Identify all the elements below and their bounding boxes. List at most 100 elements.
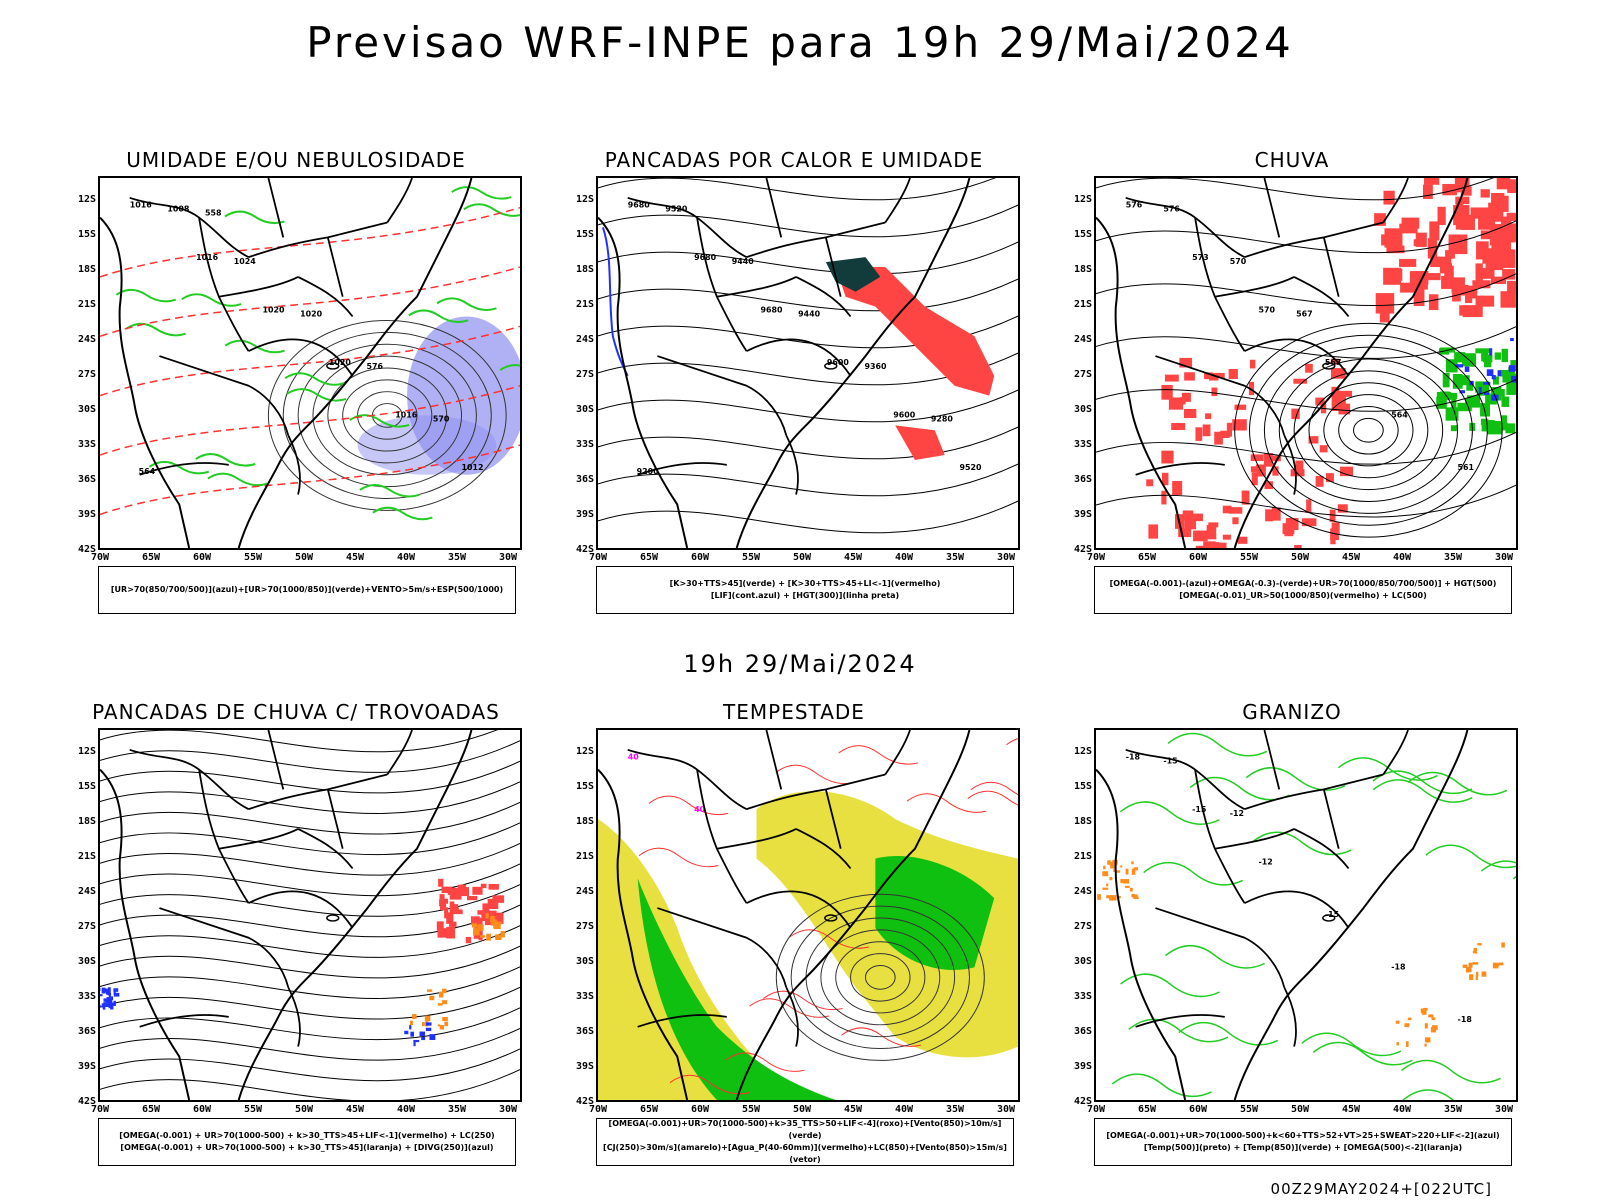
lat-tick-label: 42S (1073, 544, 1092, 555)
shaded-cell (1490, 276, 1507, 284)
shaded-cell (1445, 407, 1459, 421)
shaded-cell (1491, 374, 1496, 380)
lat-tick-label: 12S (77, 194, 96, 205)
contour-label: 9600 (893, 410, 916, 419)
streamline (100, 730, 499, 753)
border-line (218, 276, 299, 298)
shaded-cell (444, 907, 449, 919)
lat-tick-label: 24S (575, 334, 594, 345)
streamline (820, 929, 941, 1026)
shaded-cell (1489, 227, 1501, 246)
shaded-cell (1191, 513, 1203, 522)
border-line (1293, 828, 1350, 870)
shaded-cell (1379, 306, 1390, 323)
shaded-cell (1250, 454, 1264, 462)
shaded-cell (1193, 530, 1208, 542)
shaded-cell (409, 1025, 412, 1030)
temp850-contour (1189, 776, 1290, 801)
lon-tick-label: 65W (639, 1104, 659, 1115)
shaded-cell (461, 884, 467, 891)
shaded-cell (1251, 472, 1258, 486)
coastline (598, 730, 971, 1100)
shaded-cell (1178, 528, 1192, 538)
panel-title: PANCADAS DE CHUVA C/ TROVOADAS (92, 700, 500, 724)
shaded-cell (1498, 962, 1504, 966)
coastline (598, 178, 971, 548)
border-line (657, 907, 788, 988)
legend-line: [OMEGA(-0.001)-(azul)+OMEGA(-0.3)-(verde… (1109, 579, 1497, 588)
lat-tick-label: 27S (77, 369, 96, 380)
shaded-cell (1437, 206, 1446, 225)
shaded-cell (1455, 216, 1470, 230)
streamline (598, 463, 1018, 497)
shaded-cell (100, 994, 103, 997)
contour-label: 1020 (262, 306, 285, 315)
shaded-cell (1510, 223, 1516, 242)
shaded-cell (1179, 357, 1192, 368)
shaded-cell (1501, 255, 1511, 268)
shaded-cell (1115, 870, 1121, 873)
shaded-cell (1455, 364, 1464, 368)
border-line (139, 462, 229, 476)
shaded-cell (438, 991, 444, 998)
lat-tick-label: 39S (1073, 509, 1092, 520)
border-line (1135, 1014, 1225, 1028)
contour-label: -12 (1230, 809, 1244, 818)
lat-tick-label: 36S (77, 1026, 96, 1037)
shaded-cell (1401, 217, 1420, 229)
border-line (824, 789, 842, 849)
streamline (327, 367, 448, 464)
border-line (795, 828, 852, 870)
lat-tick-label: 36S (1073, 474, 1092, 485)
shaded-cell (1445, 359, 1458, 373)
lon-tick-label: 30W (1494, 1104, 1514, 1115)
shaded-cell (1448, 234, 1468, 255)
lat-tick-label: 21S (575, 299, 594, 310)
border-line (716, 828, 797, 850)
shaded-cell (477, 924, 484, 931)
streamline (1278, 358, 1459, 502)
temp850-contour (1372, 770, 1473, 795)
contour-label: 9520 (960, 463, 983, 472)
streamline (267, 319, 507, 511)
lon-tick-label: 55W (1239, 1104, 1259, 1115)
shaded-cell (1383, 267, 1402, 285)
shaded-cell (421, 1021, 425, 1027)
lat-tick-label: 27S (575, 369, 594, 380)
streamline (100, 966, 520, 999)
lon-tick-label: 45W (1341, 552, 1361, 563)
shaded-cell (1195, 545, 1204, 548)
shaded-cell (425, 1027, 432, 1032)
lat-tick-label: 27S (1073, 921, 1092, 932)
shaded-cell (107, 992, 112, 996)
shaded-cell (1383, 190, 1395, 205)
shaded-cell (102, 988, 108, 993)
shaded-cell (467, 895, 478, 901)
lat-tick-label: 27S (77, 921, 96, 932)
border-line (884, 730, 911, 776)
border-line (627, 196, 747, 258)
shaded-cell (1381, 234, 1394, 246)
shaded-cell (439, 894, 445, 902)
temp850-contour (1251, 831, 1352, 856)
panel-title: TEMPESTADE (723, 700, 865, 724)
temp850-contour (1401, 1059, 1501, 1084)
lc-contour (749, 998, 830, 1018)
shaded-cell (1485, 393, 1497, 405)
border-line (1293, 276, 1350, 318)
shaded-cell (1505, 423, 1516, 434)
lc-contour (841, 1027, 921, 1047)
shaded-cell (1172, 480, 1183, 496)
shaded-cell (1330, 368, 1346, 379)
shaded-cell (1295, 460, 1304, 474)
shaded-cell (1486, 369, 1494, 376)
temp850-contour (1245, 767, 1346, 791)
green-contour (224, 210, 285, 225)
shaded-cell (1501, 942, 1505, 948)
lat-tick-label: 18S (1073, 264, 1092, 275)
map-canvas: 40 40 (598, 730, 1018, 1100)
lon-tick-label: 70W (90, 552, 110, 563)
lat-tick-label: 33S (77, 991, 96, 1002)
shaded-cell (424, 1015, 431, 1022)
streamline (297, 343, 477, 488)
